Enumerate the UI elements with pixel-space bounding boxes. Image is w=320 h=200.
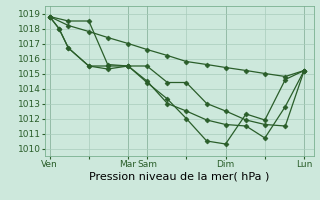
X-axis label: Pression niveau de la mer( hPa ): Pression niveau de la mer( hPa ): [89, 172, 269, 182]
